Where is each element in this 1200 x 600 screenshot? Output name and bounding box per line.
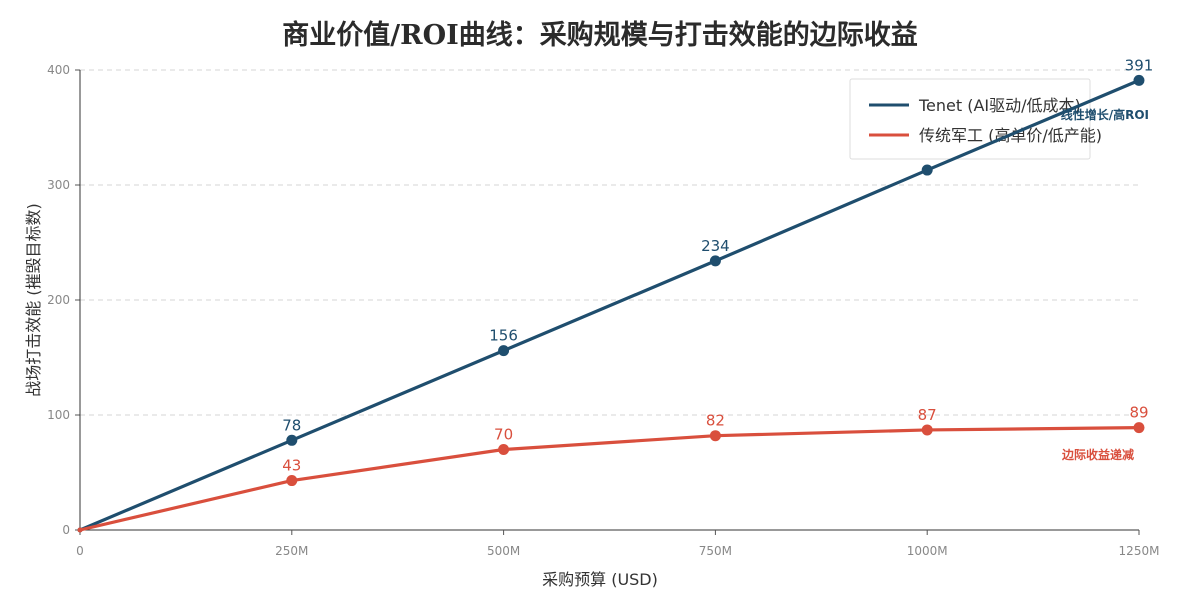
data-label: 391 xyxy=(1125,56,1154,74)
y-tick-label: 100 xyxy=(47,408,70,422)
series-traditional: 43 70 82 87 89 xyxy=(77,404,1149,533)
legend-label-tenet: Tenet (AI驱动/低成本) xyxy=(918,96,1081,115)
legend-box xyxy=(849,78,1091,160)
data-label: 156 xyxy=(489,327,518,345)
x-tick-labels: 0 250M 500M 750M 1000M 1250M xyxy=(76,544,1159,558)
data-point xyxy=(709,430,721,442)
x-tick-label: 1250M xyxy=(1119,544,1160,558)
y-tick-label: 0 xyxy=(62,523,70,537)
grid-layer xyxy=(80,69,1139,416)
series-tenet: 78 156 234 391 xyxy=(77,56,1154,533)
data-point xyxy=(286,475,298,487)
data-point xyxy=(286,434,298,446)
data-label: 87 xyxy=(918,406,937,424)
x-tick-label: 250M xyxy=(275,544,308,558)
data-point xyxy=(921,164,933,176)
x-axis-title: 采购预算 (USD) xyxy=(542,570,658,589)
data-point xyxy=(921,424,933,436)
annotation-traditional: 边际收益递减 xyxy=(1061,447,1134,462)
data-label: 234 xyxy=(701,237,730,255)
x-tick-label: 500M xyxy=(487,544,520,558)
axes-layer xyxy=(75,69,1140,535)
data-label: 43 xyxy=(282,457,301,475)
y-tick-label: 200 xyxy=(47,293,70,307)
data-label: 82 xyxy=(706,412,725,430)
y-tick-labels: 0 100 200 300 400 xyxy=(47,63,70,537)
y-axis-title: 战场打击效能 (摧毁目标数) xyxy=(24,203,43,397)
x-tick-label: 1000M xyxy=(907,544,948,558)
data-label: 89 xyxy=(1129,404,1148,422)
data-point xyxy=(709,255,721,267)
data-point xyxy=(1133,74,1145,86)
series-line xyxy=(79,426,1140,532)
y-tick-label: 300 xyxy=(47,178,70,192)
data-point xyxy=(77,527,83,533)
data-point xyxy=(498,444,510,455)
data-label: 70 xyxy=(494,426,513,444)
series-line xyxy=(79,78,1140,532)
series-layer: 78 156 234 391 43 70 82 87 89 xyxy=(77,56,1154,533)
y-tick-label: 400 xyxy=(47,63,70,77)
chart-title: 商业价值/ROI曲线：采购规模与打击效能的边际收益 xyxy=(282,19,917,51)
data-point xyxy=(498,345,510,357)
x-tick-label: 0 xyxy=(76,544,84,558)
x-tick-label: 750M xyxy=(699,544,732,558)
data-point xyxy=(1133,422,1145,434)
data-label: 78 xyxy=(282,416,301,434)
annotation-tenet: 线性增长/高ROI xyxy=(1061,107,1149,122)
